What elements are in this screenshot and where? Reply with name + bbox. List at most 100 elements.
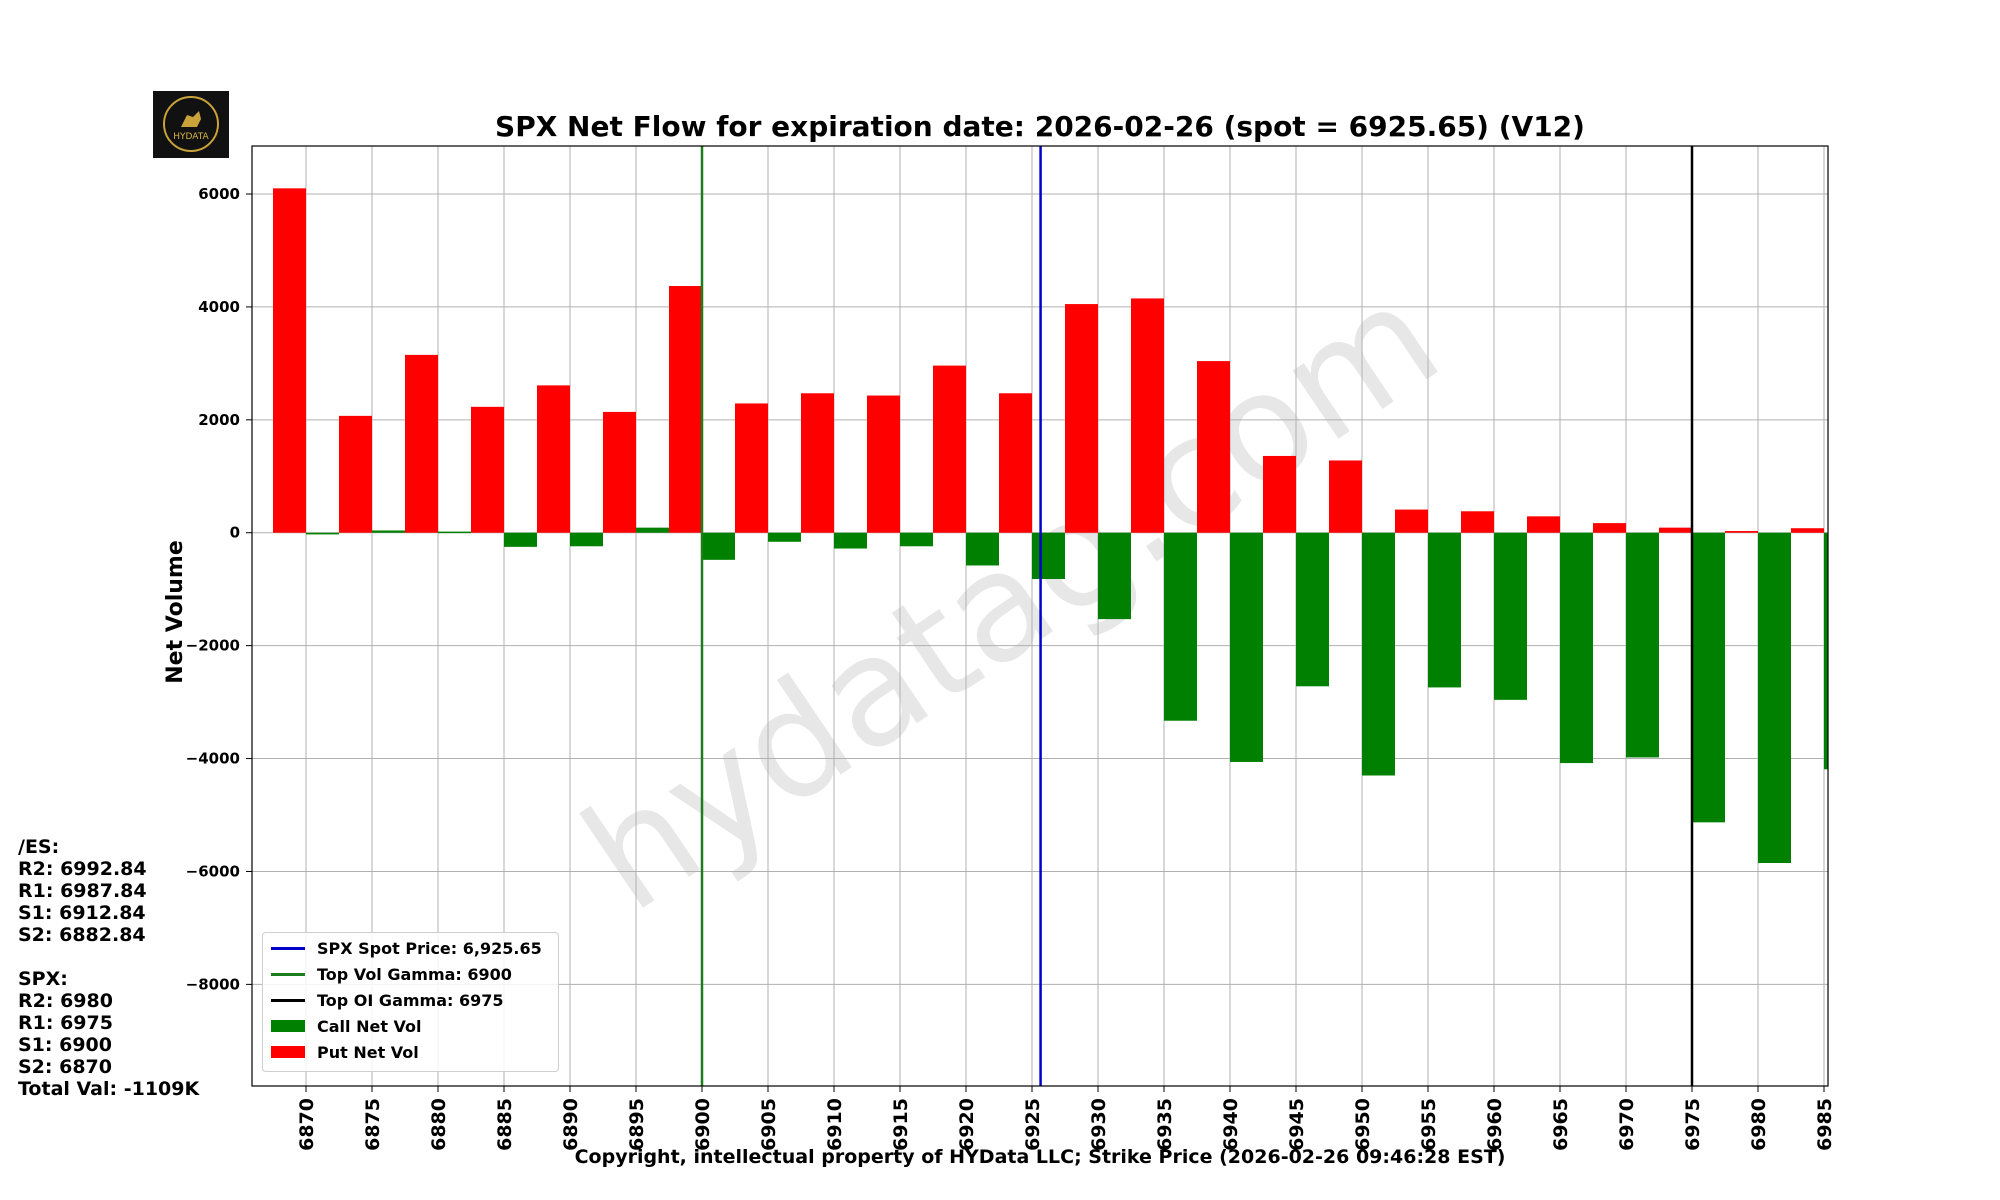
call-bar-6980 [1758, 532, 1791, 863]
put-bar-6970 [1593, 523, 1626, 533]
put-bar-6910 [801, 393, 834, 533]
call-bar-6970 [1626, 532, 1659, 758]
legend-put-swatch [271, 1046, 305, 1058]
call-bar-6935 [1164, 532, 1197, 721]
svg-text:HYDATA: HYDATA [173, 132, 209, 142]
x-tick-label: 6910 [824, 1098, 846, 1151]
legend-oi-gamma-swatch [271, 998, 305, 1002]
es-r1: R1: 6987.84 [18, 880, 147, 902]
spx-r2: R2: 6980 [18, 990, 113, 1012]
legend-call-swatch [271, 1020, 305, 1032]
x-tick-label: 6970 [1616, 1098, 1638, 1151]
put-bar-6885 [471, 406, 504, 533]
call-bar-6875 [372, 530, 405, 533]
put-bar-6920 [933, 365, 966, 533]
x-tick-label: 6870 [296, 1098, 318, 1151]
call-bar-6940 [1230, 532, 1263, 762]
put-bar-6890 [537, 385, 570, 533]
legend-vol-gamma: Top Vol Gamma: 6900 [271, 961, 512, 987]
call-bar-6905 [768, 532, 801, 542]
put-bar-6900 [669, 286, 702, 533]
put-bar-6875 [339, 415, 372, 533]
y-axis-label: Net Volume [163, 540, 188, 684]
spx-s2: S2: 6870 [18, 1056, 112, 1078]
x-tick-label: 6920 [956, 1098, 978, 1151]
x-tick-label: 6890 [560, 1098, 582, 1151]
put-bar-6975 [1659, 527, 1692, 533]
put-bar-6955 [1395, 509, 1428, 533]
call-bar-6880 [438, 531, 471, 534]
y-tick-label: 6000 [198, 185, 240, 203]
y-tick-label: −2000 [186, 637, 240, 655]
put-bar-6940 [1197, 361, 1230, 533]
call-bar-6870 [306, 532, 339, 535]
x-tick-label: 6915 [890, 1098, 912, 1151]
chart-title: SPX Net Flow for expiration date: 2026-0… [495, 110, 1585, 143]
call-bar-6925 [1032, 532, 1065, 580]
call-bar-6890 [570, 532, 603, 547]
legend-oi-gamma-label: Top OI Gamma: 6975 [317, 990, 504, 1010]
call-bar-6945 [1296, 532, 1329, 687]
spx-total-val: Total Val: -1109K [18, 1078, 200, 1100]
plot-frame [251, 145, 1829, 1087]
x-tick-label: 6980 [1748, 1098, 1770, 1151]
put-bar-6930 [1065, 304, 1098, 533]
legend-call-label: Call Net Vol [317, 1016, 422, 1036]
x-tick-label: 6940 [1220, 1098, 1242, 1151]
y-tick-label: 4000 [198, 298, 240, 316]
legend-oi-gamma: Top OI Gamma: 6975 [271, 987, 504, 1013]
put-bar-6965 [1527, 516, 1560, 533]
x-tick-label: 6880 [428, 1098, 450, 1151]
x-tick-label: 6875 [362, 1098, 384, 1151]
x-tick-label: 6895 [626, 1098, 648, 1151]
call-bar-6920 [966, 532, 999, 566]
y-tick-label: −4000 [186, 750, 240, 768]
put-bar-6925 [999, 393, 1032, 533]
call-bar-6885 [504, 532, 537, 547]
call-bar-6910 [834, 532, 867, 549]
spx-r1: R1: 6975 [18, 1012, 113, 1034]
put-bar-6980 [1725, 531, 1758, 533]
es-header: /ES: [18, 836, 60, 858]
x-tick-label: 6945 [1286, 1098, 1308, 1151]
x-tick-label: 6955 [1418, 1098, 1440, 1151]
x-tick-label: 6885 [494, 1098, 516, 1151]
put-bar-6950 [1329, 460, 1362, 533]
x-tick-label: 6975 [1682, 1098, 1704, 1151]
legend-put: Put Net Vol [271, 1039, 419, 1065]
x-tick-label: 6930 [1088, 1098, 1110, 1151]
x-tick-label: 6985 [1814, 1098, 1836, 1151]
x-tick-label: 6935 [1154, 1098, 1176, 1151]
x-tick-label: 6960 [1484, 1098, 1506, 1151]
put-bar-6935 [1131, 298, 1164, 533]
es-s1: S1: 6912.84 [18, 902, 146, 924]
put-bar-6870 [273, 188, 306, 533]
call-bar-6895 [636, 527, 669, 533]
put-bar-6880 [405, 354, 438, 533]
put-bar-6915 [867, 395, 900, 533]
y-tick-label: −6000 [186, 862, 240, 880]
spx-levels: SPX: R2: 6980 R1: 6975 S1: 6900 S2: 6870… [18, 968, 199, 1100]
x-tick-label: 6965 [1550, 1098, 1572, 1151]
es-s2: S2: 6882.84 [18, 924, 146, 946]
put-bar-6985 [1791, 528, 1824, 533]
call-bar-6900 [702, 532, 735, 560]
x-tick-label: 6905 [758, 1098, 780, 1151]
legend-vol-gamma-swatch [271, 972, 305, 976]
legend-put-label: Put Net Vol [317, 1042, 419, 1062]
legend-spot-swatch [271, 946, 305, 950]
put-bar-6905 [735, 403, 768, 533]
legend-spot: SPX Spot Price: 6,925.65 [271, 935, 542, 961]
x-tick-label: 6950 [1352, 1098, 1374, 1151]
call-bar-6960 [1494, 532, 1527, 700]
x-tick-label: 6925 [1022, 1098, 1044, 1151]
y-tick-label: 2000 [198, 411, 240, 429]
x-tick-label: 6900 [692, 1098, 714, 1151]
call-bar-6915 [900, 532, 933, 547]
call-bar-6985 [1824, 532, 1828, 770]
call-bar-6930 [1098, 532, 1131, 620]
y-tick-label: 0 [230, 524, 240, 542]
call-bar-6955 [1428, 532, 1461, 688]
call-bar-6975 [1692, 532, 1725, 823]
